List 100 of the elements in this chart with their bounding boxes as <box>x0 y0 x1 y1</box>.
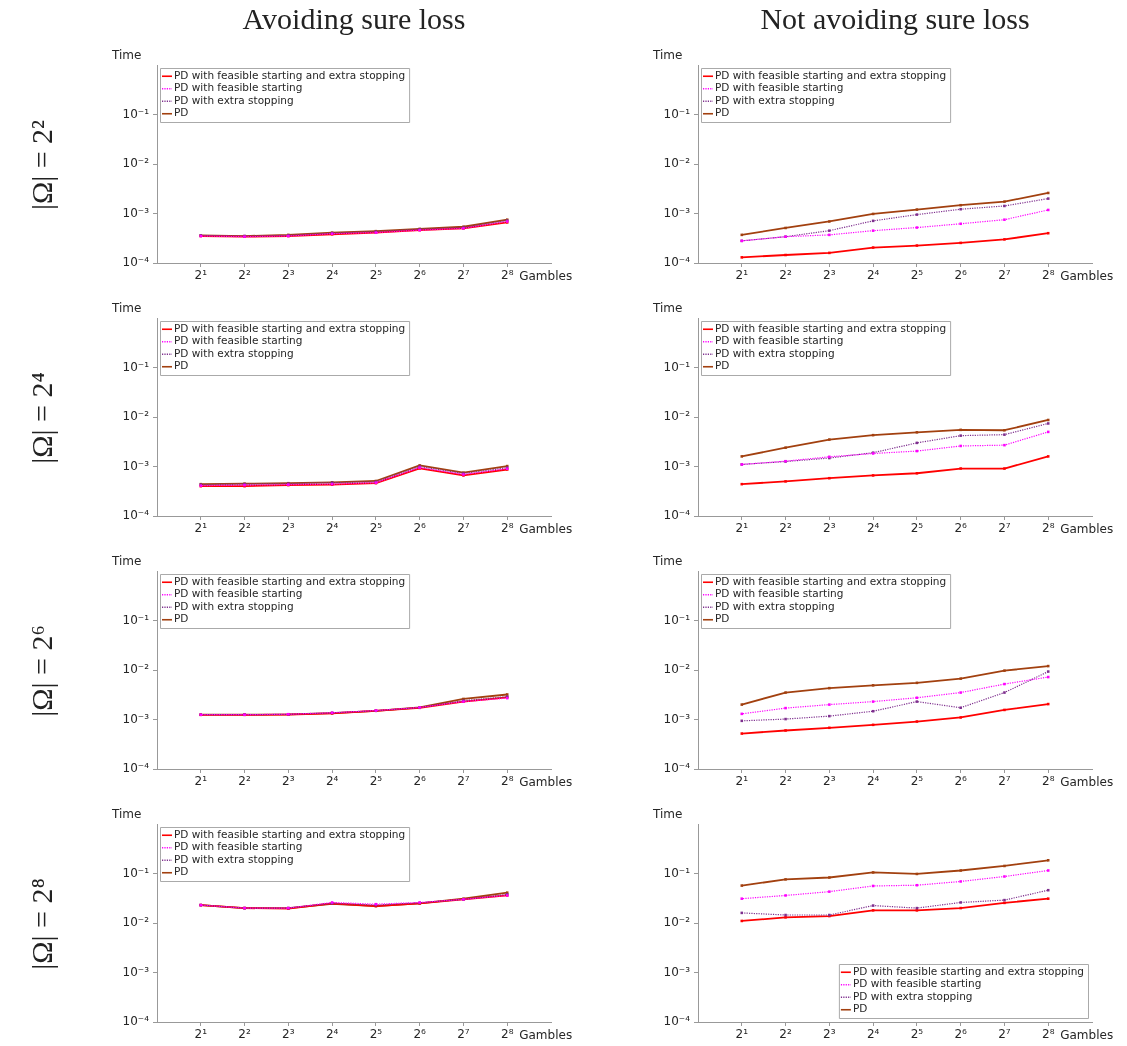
x-tick-label: 2⁸ <box>501 521 514 536</box>
x-tick-label: 2⁶ <box>413 774 427 789</box>
x-tick-label: 2² <box>779 521 792 536</box>
x-tick-label: 2⁶ <box>413 268 427 283</box>
legend-label: PD with feasible starting <box>174 81 303 94</box>
x-tick-label: 2⁵ <box>369 521 383 536</box>
y-tick-label: 10⁻⁴ <box>122 508 150 523</box>
legend-label: PD with extra stopping <box>174 852 294 865</box>
y-tick-label: 10⁻³ <box>663 205 691 220</box>
x-tick-label: 2² <box>779 1027 792 1042</box>
x-tick-label: 2² <box>238 521 251 536</box>
legend-label: PD with feasible starting <box>715 587 844 600</box>
legend-label: PD with extra stopping <box>715 346 835 359</box>
y-tick-label: 10⁻² <box>663 156 691 171</box>
y-axis-title: Time <box>652 554 683 568</box>
legend-label: PD with feasible starting and extra stopping <box>174 321 406 334</box>
y-tick-label: 10⁻³ <box>663 711 691 726</box>
x-tick-label: 2³ <box>282 774 295 789</box>
y-tick-label: 10⁻¹ <box>122 106 150 121</box>
x-axis-title: Gambles <box>519 775 573 789</box>
y-axis-title: Time <box>111 48 142 62</box>
x-tick-label: 2¹ <box>194 268 208 283</box>
legend-label: PD <box>174 612 189 625</box>
legend-label: PD with extra stopping <box>174 93 294 106</box>
x-tick-label: 2² <box>238 268 251 283</box>
x-axis-title: Gambles <box>1060 775 1114 789</box>
y-tick-label: 10⁻⁴ <box>663 508 691 523</box>
x-tick-label: 2³ <box>282 268 295 283</box>
text: |Ω| = 2⁶ <box>25 625 59 717</box>
x-tick-label: 2⁷ <box>998 521 1011 536</box>
y-tick-label: 10⁻² <box>663 409 691 424</box>
x-axis-title: Gambles <box>519 269 573 283</box>
y-tick-label: 10⁻² <box>663 662 691 677</box>
legend-label: PD with feasible starting and extra stopping <box>174 827 406 840</box>
x-tick-label: 2⁴ <box>325 268 339 283</box>
y-tick-label: 10⁻³ <box>122 205 150 220</box>
legend-label: PD <box>852 1002 868 1015</box>
legend-label: PD with extra stopping <box>174 599 294 612</box>
x-tick-label: 2⁸ <box>1042 1027 1055 1042</box>
x-tick-label: 2² <box>779 268 792 283</box>
y-tick-label: 10⁻¹ <box>663 359 691 374</box>
x-tick-label: 2⁵ <box>369 774 383 789</box>
x-tick-label: 2⁴ <box>866 1027 880 1042</box>
legend-label: PD with feasible starting and extra stopping <box>715 68 947 81</box>
x-tick-label: 2¹ <box>194 774 208 789</box>
y-tick-label: 10⁻⁴ <box>122 1014 150 1029</box>
x-tick-label: 2⁴ <box>866 521 880 536</box>
legend-label: PD with extra stopping <box>715 93 835 106</box>
legend-label: PD with feasible starting <box>174 840 303 853</box>
legend-label: PD with feasible starting <box>174 587 303 600</box>
y-tick-label: 10⁻³ <box>663 458 691 473</box>
x-tick-label: 2³ <box>282 1027 295 1042</box>
x-tick-label: 2⁴ <box>325 774 339 789</box>
x-tick-label: 2⁶ <box>413 1027 427 1042</box>
legend-label: PD with feasible starting and extra stopping <box>715 321 947 334</box>
y-tick-label: 10⁻² <box>122 156 150 171</box>
x-tick-label: 2⁴ <box>325 1027 339 1042</box>
y-axis-title: Time <box>652 48 683 62</box>
legend-label: PD <box>715 612 730 625</box>
y-tick-label: 10⁻³ <box>122 964 150 979</box>
chart-title: Not avoiding sure loss <box>760 2 1030 36</box>
text: |Ω| = 2⁸ <box>25 878 59 970</box>
legend-label: PD with feasible starting <box>174 334 303 347</box>
x-tick-label: 2⁵ <box>369 268 383 283</box>
y-tick-label: 10⁻¹ <box>122 359 150 374</box>
x-tick-label: 2¹ <box>735 774 749 789</box>
text: |Ω| = 2² <box>25 119 59 211</box>
x-tick-label: 2³ <box>823 774 836 789</box>
y-axis-title: Time <box>111 554 142 568</box>
x-tick-label: 2¹ <box>735 521 749 536</box>
x-tick-label: 2⁸ <box>1042 521 1055 536</box>
x-tick-label: 2⁵ <box>910 1027 924 1042</box>
x-tick-label: 2⁴ <box>866 774 880 789</box>
x-tick-label: 2⁸ <box>501 774 514 789</box>
legend-label: PD <box>174 359 189 372</box>
x-tick-label: 2⁶ <box>954 268 968 283</box>
x-tick-label: 2⁷ <box>998 1027 1011 1042</box>
y-tick-label: 10⁻¹ <box>663 106 691 121</box>
legend-label: PD with extra stopping <box>174 346 294 359</box>
y-tick-label: 10⁻⁴ <box>663 1014 691 1029</box>
legend-label: PD with extra stopping <box>715 599 835 612</box>
x-axis-title: Gambles <box>1060 522 1114 536</box>
x-tick-label: 2⁸ <box>501 1027 514 1042</box>
legend-label: PD with feasible starting and extra stopping <box>174 574 406 587</box>
x-tick-label: 2⁶ <box>954 1027 968 1042</box>
legend-label: PD with feasible starting and extra stopping <box>715 574 947 587</box>
chart-title: Avoiding sure loss <box>242 2 466 36</box>
x-tick-label: 2² <box>238 1027 251 1042</box>
legend-label: PD with feasible starting <box>715 81 844 94</box>
x-tick-label: 2⁶ <box>954 774 968 789</box>
x-tick-label: 2³ <box>823 268 836 283</box>
legend-label: PD with feasible starting and extra stopping <box>174 68 406 81</box>
x-tick-label: 2¹ <box>735 268 749 283</box>
x-tick-label: 2² <box>238 774 251 789</box>
y-axis-title: Time <box>652 807 683 821</box>
x-tick-label: 2⁸ <box>1042 268 1055 283</box>
x-axis-title: Gambles <box>519 522 573 536</box>
y-tick-label: 10⁻² <box>122 662 150 677</box>
x-tick-label: 2⁷ <box>998 268 1011 283</box>
x-tick-label: 2⁴ <box>325 521 339 536</box>
